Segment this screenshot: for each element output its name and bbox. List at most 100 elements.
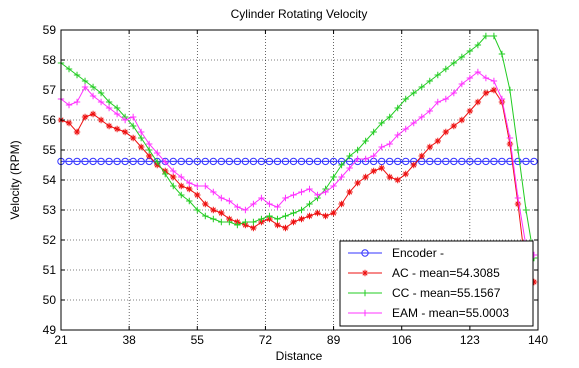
data-point [298,206,305,214]
data-point [306,200,313,208]
data-point [242,218,249,226]
data-point [113,157,121,166]
data-point [233,157,242,166]
data-point [266,200,273,208]
data-point [321,157,330,166]
data-point [385,157,394,166]
data-point [89,83,97,91]
data-point [249,157,258,166]
series-1 [57,157,538,166]
data-point [434,157,442,166]
data-point [202,182,209,190]
data-point [394,104,401,112]
data-point [498,95,506,103]
data-point [210,215,217,223]
data-point [194,206,201,214]
data-point [522,157,530,166]
y-tick-label: 57 [43,83,57,97]
data-point [386,113,393,121]
chart-title: Cylinder Rotating Velocity [231,7,368,21]
data-point [81,113,89,121]
data-point [346,188,353,196]
data-point [490,86,498,94]
data-point [65,101,73,109]
data-point [105,157,113,166]
data-point [474,157,482,166]
data-point [274,221,281,229]
data-point [506,140,514,148]
data-point [257,157,266,166]
y-tick-label: 50 [43,293,57,307]
y-tick-label: 59 [43,23,57,37]
data-point [250,224,257,232]
y-tick-label: 49 [43,323,57,337]
data-point [258,194,265,202]
data-point [458,53,466,61]
data-point [137,128,145,136]
data-point [306,212,313,220]
data-point [105,98,113,106]
data-point [498,50,506,58]
data-point [154,149,161,157]
data-point [490,157,498,166]
data-point [186,185,193,193]
series-line [60,71,535,256]
data-point [162,170,169,178]
data-point [185,157,193,166]
data-point [530,157,538,166]
data-point [121,128,129,136]
data-point [450,157,458,166]
data-point [506,134,514,142]
x-tick-label: 21 [54,333,68,347]
data-point [442,157,450,166]
data-point [322,212,329,220]
data-point [250,200,257,208]
data-point [266,212,273,220]
data-point [282,194,289,202]
data-point [169,157,177,166]
data-point [418,152,425,160]
data-point [354,179,361,187]
data-point [402,157,410,166]
data-point [514,157,522,166]
legend-item: CC - mean=55.1567 [348,286,501,300]
data-point [322,188,329,196]
data-point [81,157,89,166]
data-point [410,119,417,127]
data-point [402,170,409,178]
data-point [201,157,210,166]
x-tick-label: 89 [327,333,341,347]
data-point [194,182,201,190]
data-point [378,164,385,172]
data-point [242,206,249,214]
x-tick-label: 123 [460,333,480,347]
data-point [402,95,409,103]
data-point [402,125,409,133]
data-point [330,182,337,190]
x-tick-label: 106 [392,333,412,347]
y-tick-label: 51 [43,263,57,277]
data-point [338,200,345,208]
data-point [218,194,225,202]
data-point [377,157,386,166]
data-point [170,173,177,181]
data-point [89,92,97,100]
data-point [418,113,425,121]
data-point [225,157,234,166]
legend-swatch-marker [361,289,369,297]
data-point [97,98,105,106]
data-point [378,143,385,151]
data-point [186,179,193,187]
data-point [170,167,177,175]
data-point [274,215,281,223]
data-point [474,98,482,106]
data-point [306,185,313,193]
data-point [97,157,105,166]
data-point [258,215,265,223]
data-point [178,182,185,190]
data-point [73,157,81,166]
data-point [137,143,145,151]
legend-label: EAM - mean=55.0003 [392,306,509,320]
